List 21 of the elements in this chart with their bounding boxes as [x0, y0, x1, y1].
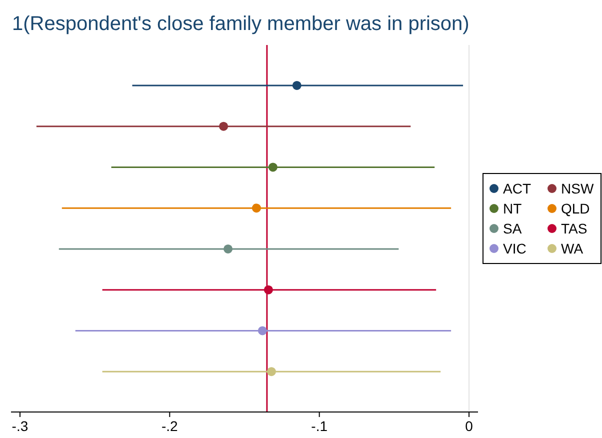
legend-label: NT [503, 200, 522, 216]
chart-title: 1(Respondent's close family member was in prison) [12, 13, 470, 35]
x-tick-label: 0 [465, 418, 474, 434]
legend-label: TAS [561, 220, 588, 236]
x-tick-label: -.1 [311, 418, 328, 434]
legend-label: ACT [503, 180, 532, 196]
point [258, 326, 267, 336]
point [224, 244, 233, 254]
point [264, 285, 273, 294]
point [268, 162, 278, 172]
legend-label: QLD [561, 200, 590, 216]
point [266, 367, 276, 376]
point [252, 204, 261, 213]
x-tick-label: -.2 [161, 418, 178, 434]
point [219, 122, 228, 131]
point [292, 80, 302, 90]
legend-label: WA [561, 240, 584, 256]
legend-label: VIC [503, 240, 526, 256]
legend-label: SA [503, 220, 522, 236]
legend-label: NSW [561, 180, 594, 196]
x-tick-label: -.3 [12, 418, 28, 434]
